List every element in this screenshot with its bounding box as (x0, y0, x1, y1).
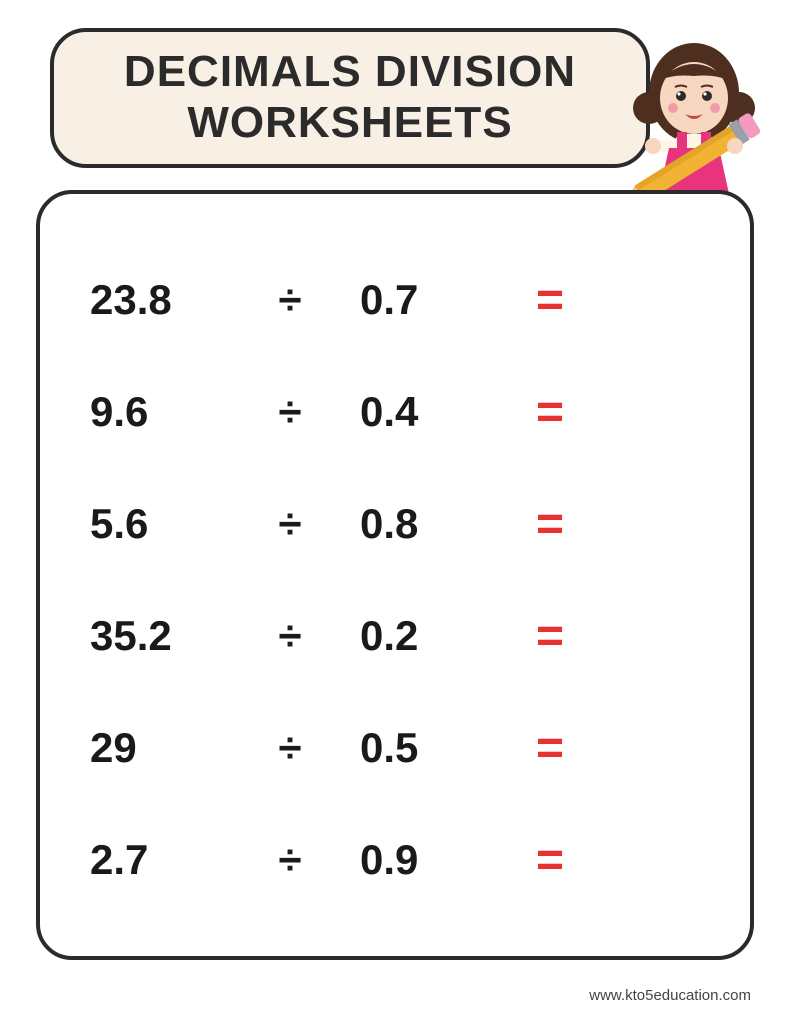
dividend: 5.6 (80, 500, 230, 548)
equals-sign: = (510, 721, 590, 776)
dividend: 9.6 (80, 388, 230, 436)
dividend: 35.2 (80, 612, 230, 660)
dividend: 29 (80, 724, 230, 772)
problem-row: 29 ÷ 0.5 = (80, 692, 710, 804)
problem-row: 23.8 ÷ 0.7 = (80, 244, 710, 356)
problem-row: 35.2 ÷ 0.2 = (80, 580, 710, 692)
problem-row: 9.6 ÷ 0.4 = (80, 356, 710, 468)
divisor: 0.7 (350, 276, 490, 324)
divisor: 0.5 (350, 724, 490, 772)
problem-row: 5.6 ÷ 0.8 = (80, 468, 710, 580)
divisor: 0.8 (350, 500, 490, 548)
divide-operator: ÷ (250, 836, 330, 884)
divide-operator: ÷ (250, 612, 330, 660)
divide-operator: ÷ (250, 724, 330, 772)
title-box: DECIMALS DIVISION WORKSHEETS (50, 28, 650, 168)
equals-sign: = (510, 497, 590, 552)
equals-sign: = (510, 833, 590, 888)
divisor: 0.2 (350, 612, 490, 660)
equals-sign: = (510, 385, 590, 440)
divisor: 0.4 (350, 388, 490, 436)
divisor: 0.9 (350, 836, 490, 884)
equals-sign: = (510, 273, 590, 328)
dividend: 2.7 (80, 836, 230, 884)
equals-sign: = (510, 609, 590, 664)
footer-credit: www.kto5education.com (589, 987, 751, 1004)
problem-row: 2.7 ÷ 0.9 = (80, 804, 710, 916)
page-title: DECIMALS DIVISION WORKSHEETS (54, 47, 646, 148)
divide-operator: ÷ (250, 276, 330, 324)
divide-operator: ÷ (250, 388, 330, 436)
divide-operator: ÷ (250, 500, 330, 548)
dividend: 23.8 (80, 276, 230, 324)
problems-box: 23.8 ÷ 0.7 = 9.6 ÷ 0.4 = 5.6 ÷ 0.8 = 35.… (36, 190, 754, 960)
